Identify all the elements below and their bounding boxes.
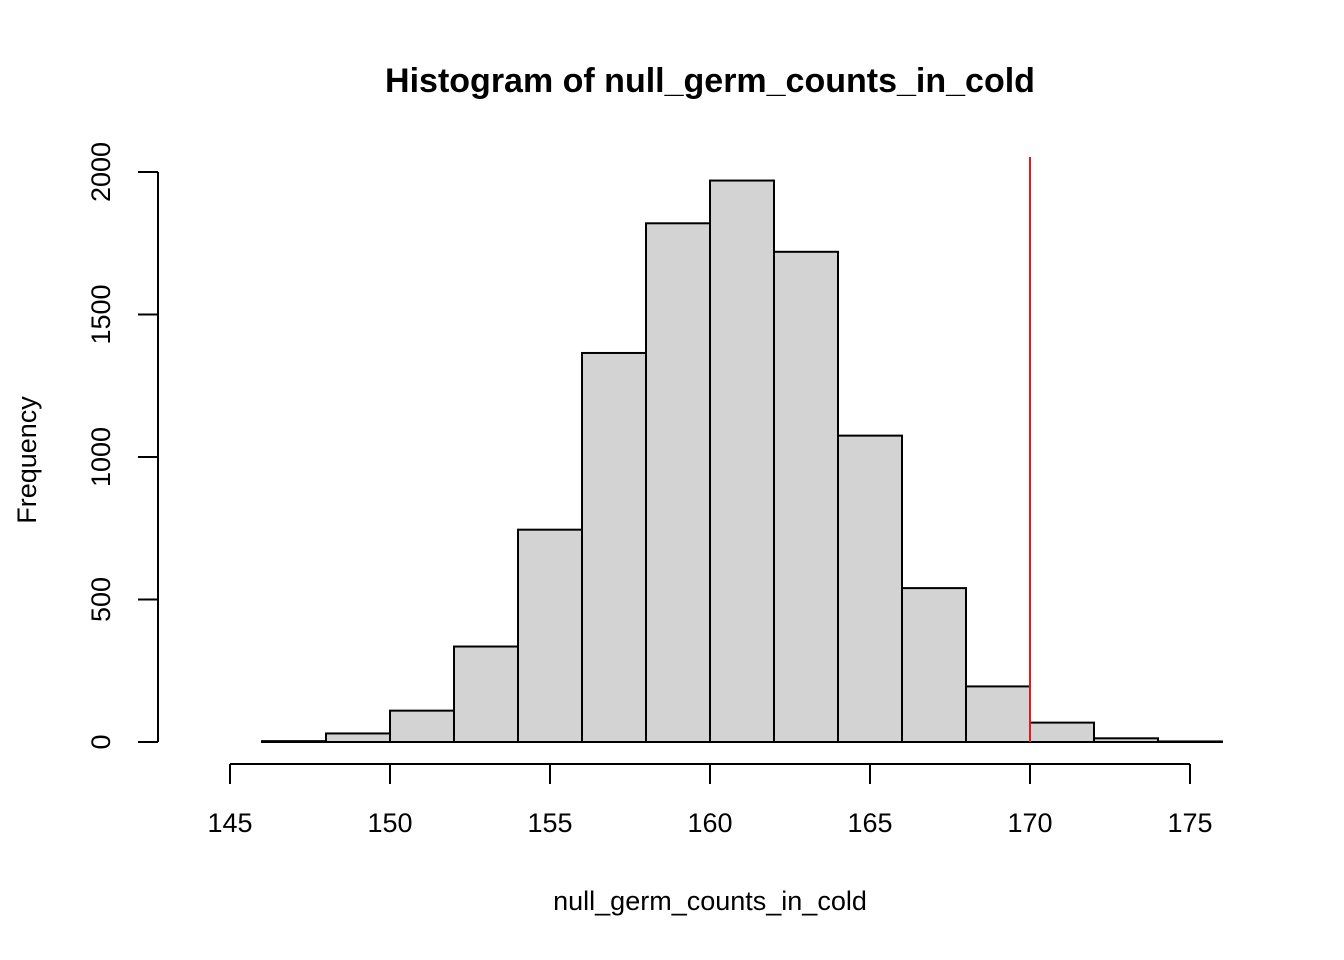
histogram-bar-150-152 — [389, 709, 455, 744]
x-tick-label-150: 150 — [367, 808, 412, 838]
y-tick-label-1000: 1000 — [86, 427, 116, 487]
x-tick-label-165: 165 — [847, 808, 892, 838]
histogram-bar-148-150 — [325, 732, 391, 744]
histogram-bar-154-156 — [517, 528, 583, 743]
x-axis-label: null_germ_counts_in_cold — [553, 886, 867, 916]
x-tick-label-175: 175 — [1167, 808, 1212, 838]
histogram-bar-162-164 — [773, 250, 839, 744]
x-tick-label-145: 145 — [207, 808, 252, 838]
y-tick-label-2000: 2000 — [86, 142, 116, 202]
histogram-bar-156-158 — [581, 351, 647, 743]
histogram-bar-172-174 — [1093, 737, 1159, 743]
y-tick-label-500: 500 — [86, 577, 116, 622]
histogram-bar-158-160 — [645, 222, 711, 744]
histogram-bar-160-162 — [709, 179, 775, 744]
y-tick-label-0: 0 — [86, 734, 116, 749]
x-tick-label-170: 170 — [1007, 808, 1052, 838]
x-axis: 145 150 155 160 165 170 175 — [207, 763, 1213, 838]
x-tick-label-155: 155 — [527, 808, 572, 838]
chart-title: Histogram of null_germ_counts_in_cold — [385, 62, 1035, 100]
histogram-bars — [261, 179, 1223, 744]
x-tick-label-160: 160 — [687, 808, 732, 838]
histogram-bar-170-172 — [1029, 721, 1095, 743]
histogram-bar-152-154 — [453, 645, 519, 744]
y-axis-label: Frequency — [12, 396, 42, 524]
histogram-bar-166-168 — [901, 587, 967, 743]
y-tick-label-1500: 1500 — [86, 284, 116, 344]
histogram-bar-164-166 — [837, 434, 903, 743]
histogram-bar-146-148 — [261, 740, 327, 744]
y-axis: 0 500 1000 1500 2000 — [86, 142, 159, 750]
histogram-bar-174-176 — [1157, 740, 1223, 743]
histogram-bar-168-170 — [965, 685, 1031, 743]
